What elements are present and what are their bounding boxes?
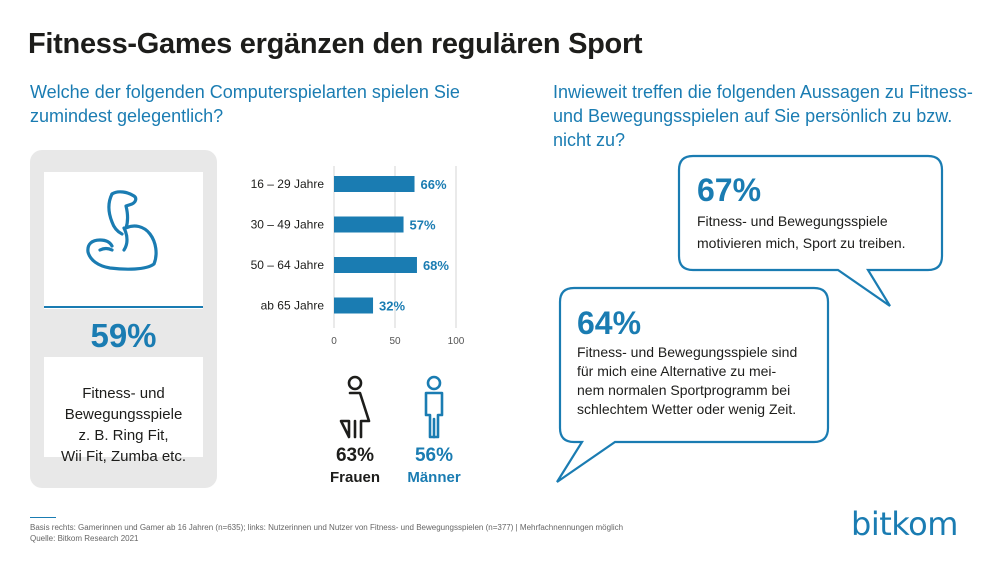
data-label: 68% [423,258,449,273]
x-tick-label: 0 [331,336,337,347]
woman-icon [339,375,371,439]
card-line: Wii Fit, Zumba etc. [60,448,187,465]
gender-male: 56% Männer [404,375,464,486]
bar [334,176,415,192]
category-label: ab 65 Jahre [261,299,325,313]
fitness-games-card: 59% Fitness- und Bewegungsspiele z. B. R… [30,150,217,488]
data-label: 57% [410,218,436,233]
female-percent: 63% [335,445,375,466]
bubble-2-percent: 64% [577,305,642,341]
data-label: 32% [379,299,405,314]
bubble-1-percent: 67% [697,172,762,208]
gender-female: 63% Frauen [325,375,385,486]
footer-source: Quelle: Bitkom Research 2021 [30,534,139,543]
category-label: 50 – 64 Jahre [251,258,325,272]
x-tick-label: 100 [448,336,465,347]
male-percent: 56% [414,445,454,466]
bubble-2-text: Fitness- und Bewegungsspiele sind für mi… [577,343,817,419]
footer-rule [30,517,56,518]
bubble-1-line: Fitness- und Bewegungsspiele [697,213,888,229]
female-label: Frauen [329,469,380,486]
man-icon [424,375,444,439]
category-label: 16 – 29 Jahre [251,177,325,191]
footer-notes: Basis rechts: Gamerinnen und Gamer ab 16… [30,522,623,544]
card-description: Fitness- und Bewegungsspiele z. B. Ring … [30,383,217,467]
card-line: Bewegungsspiele [64,406,183,423]
question-left: Welche der folgenden Computerspielarten … [30,82,460,126]
page-title: Fitness-Games ergänzen den regulären Spo… [28,28,643,60]
bubble-2-line: schlechtem Wetter oder wenig Zeit. [577,401,797,417]
data-label: 66% [421,177,447,192]
bubble-2-line: für mich eine Alternative zu mei- [577,363,777,379]
bubble-2-line: nem normalen Sportprogramm bei [577,382,791,398]
question-right: Inwieweit treffen die folgenden Aussagen… [553,82,973,150]
age-bar-chart: 0 50 100 16 – 29 Jahre 66% 30 – 49 Jahre 57% 50… [251,166,465,347]
bar [334,297,374,314]
card-line: z. B. Ring Fit, [78,427,169,444]
flexed-arm-icon [86,190,158,271]
card-percent: 59% [90,317,157,354]
x-tick-label: 50 [389,336,401,347]
bubble-1-text: Fitness- und Bewegungsspiele motivieren … [697,210,937,254]
card-text-panel [44,357,203,457]
bubble-1-line: motivieren mich, Sport zu treiben. [697,235,906,251]
bitkom-logo: bitkom [851,505,958,543]
card-divider [44,306,203,308]
category-label: 30 – 49 Jahre [251,218,325,232]
bar [334,257,417,273]
footer-basis: Basis rechts: Gamerinnen und Gamer ab 16… [30,523,624,532]
bar [334,216,404,233]
card-line: Fitness- und [82,385,165,402]
bubble-2-line: Fitness- und Bewegungsspiele sind [577,344,798,360]
male-label: Männer [407,469,461,486]
card-icon-panel [44,172,203,309]
